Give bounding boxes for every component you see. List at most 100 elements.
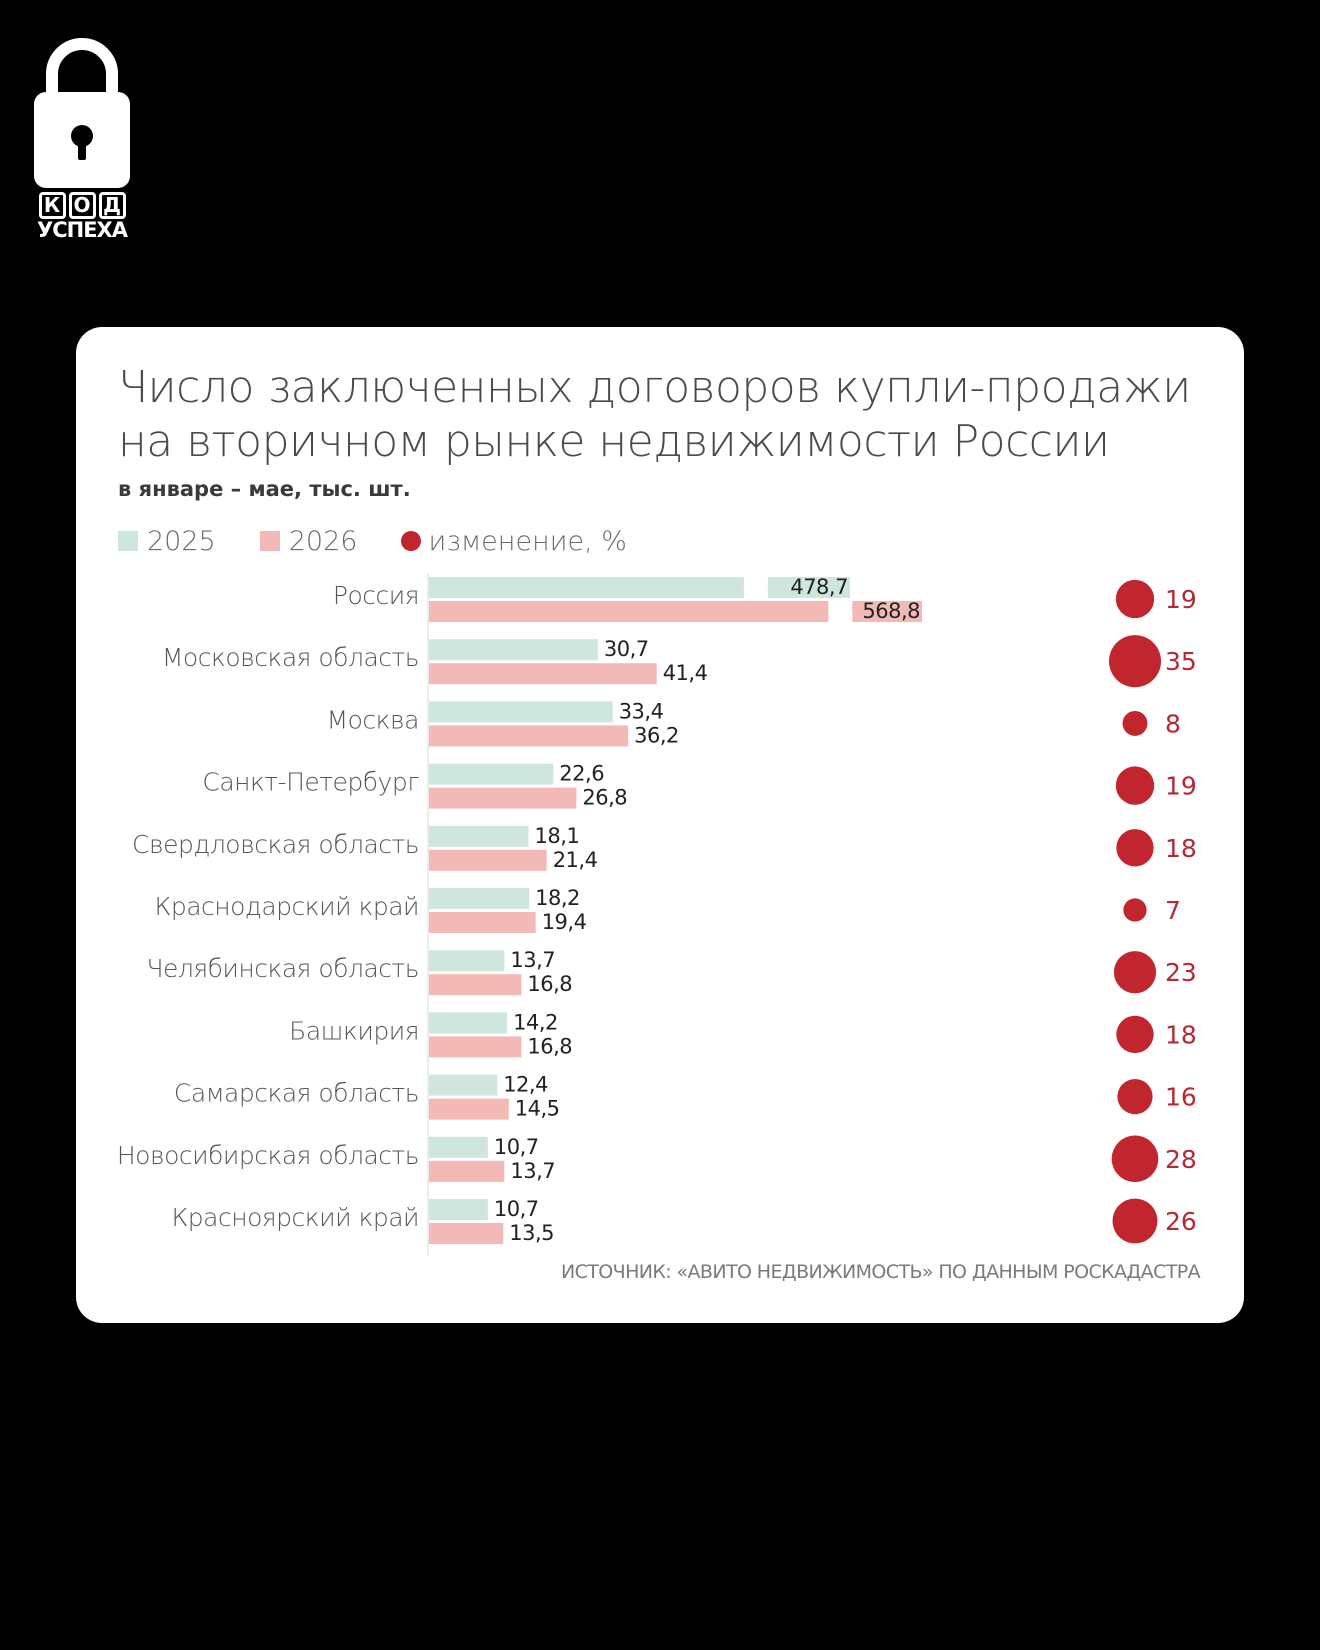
logo-uspeha: УСПЕХА <box>37 218 128 242</box>
bar-2026 <box>429 974 522 996</box>
change-label: 8 <box>1165 709 1181 738</box>
bar-2025 <box>429 1074 498 1096</box>
value-label-2025: 10,7 <box>494 1135 539 1159</box>
change-bubble <box>1116 1015 1154 1054</box>
change-bubble <box>1108 635 1162 688</box>
lock-icon <box>34 38 130 188</box>
legend-item-2026: 2026 <box>259 525 358 557</box>
value-label-2025: 18,1 <box>535 824 580 848</box>
bar-2026-after-break <box>852 601 923 622</box>
value-label-2026: 13,5 <box>509 1221 554 1245</box>
category-label: Свердловская область <box>132 830 419 859</box>
legend-label-2026: 2026 <box>288 525 358 557</box>
bar-2025-after-break <box>767 577 850 598</box>
change-label: 18 <box>1165 1020 1197 1049</box>
bar-2026 <box>429 1160 505 1182</box>
legend-swatch-2026 <box>259 531 280 551</box>
chart-subtitle: в январе – мае, тыс. шт. <box>118 477 411 501</box>
bar-2026 <box>429 1098 509 1120</box>
category-label: Краснодарский край <box>154 892 419 921</box>
change-bubble <box>1116 829 1154 867</box>
change-bubble <box>1115 579 1155 619</box>
bar-2026 <box>429 601 829 622</box>
change-label: 19 <box>1165 585 1197 614</box>
bar-2026 <box>429 663 657 685</box>
value-label-2026: 41,4 <box>663 661 708 685</box>
value-label-2026: 16,8 <box>527 972 572 996</box>
bar-2025 <box>429 888 530 909</box>
legend-item-2025: 2025 <box>118 526 216 557</box>
category-label: Новосибирская область <box>117 1141 419 1170</box>
bar-2026 <box>429 1036 522 1058</box>
logo-letter-1: К <box>38 192 66 219</box>
change-bubble <box>1113 951 1157 994</box>
change-label: 7 <box>1165 896 1181 925</box>
legend-swatch-2025 <box>118 531 138 551</box>
value-label-2026: 13,7 <box>510 1159 555 1183</box>
chart-card: Число заключенных договоров купли-продаж… <box>76 327 1244 1323</box>
change-bubble <box>1115 766 1155 805</box>
category-label: Санкт-Петербург <box>202 768 419 797</box>
change-bubble <box>1123 898 1147 922</box>
change-label: 28 <box>1165 1145 1197 1174</box>
value-label-2026: 21,4 <box>553 848 598 872</box>
chart-title-line1: Число заключенных договоров купли-продаж… <box>118 362 1191 413</box>
legend: 2025 2026 изменение, % <box>118 523 671 559</box>
bar-2026 <box>429 1223 504 1244</box>
value-label-2026: 16,8 <box>527 1034 572 1058</box>
logo-letter-3: Д <box>98 192 126 219</box>
bar-2025 <box>429 701 613 723</box>
bar-chart: Россия 478,7 568,8 19 Московская область 30,7… <box>117 573 1197 1256</box>
bar-2026 <box>429 725 629 747</box>
value-label-2026: 26,8 <box>582 786 627 810</box>
value-label-2025: 13,7 <box>510 948 555 972</box>
chart-title-line2: на вторичном рынке недвижимости России <box>118 416 1110 467</box>
value-label-2025: 12,4 <box>503 1073 548 1097</box>
legend-label-change: изменение, % <box>428 525 627 557</box>
change-label: 18 <box>1165 834 1197 863</box>
change-label: 26 <box>1165 1207 1197 1236</box>
change-label: 16 <box>1165 1083 1197 1112</box>
legend-item-change: изменение, % <box>401 526 627 557</box>
change-bubble <box>1117 1079 1153 1115</box>
category-label: Самарская область <box>174 1079 419 1108</box>
change-bubble <box>1122 710 1148 736</box>
bar-2025 <box>429 825 529 847</box>
category-label: Башкирия <box>289 1016 419 1045</box>
bar-2026 <box>429 787 577 809</box>
value-label-2026: 568,8 <box>862 599 920 623</box>
category-label: Россия <box>333 581 419 610</box>
bar-2025 <box>429 577 744 598</box>
change-label: 23 <box>1165 958 1197 987</box>
chart-title: Число заключенных договоров купли-продаж… <box>118 361 1198 469</box>
change-label: 19 <box>1165 772 1197 801</box>
bar-2026 <box>429 912 536 933</box>
value-label-2025: 30,7 <box>604 637 649 661</box>
change-bubble <box>1112 1198 1158 1244</box>
value-label-2025: 14,2 <box>513 1010 558 1034</box>
bar-2025 <box>429 639 598 661</box>
legend-swatch-change <box>401 531 422 551</box>
bar-2025 <box>429 1199 488 1220</box>
category-label: Москва <box>327 705 419 734</box>
bar-2025 <box>429 1136 488 1158</box>
category-label: Московская область <box>162 643 419 672</box>
bar-2025 <box>429 950 505 972</box>
bar-2025 <box>429 1012 508 1034</box>
value-label-2026: 19,4 <box>542 910 587 934</box>
category-label: Челябинская область <box>146 954 419 983</box>
legend-label-2025: 2025 <box>147 525 216 557</box>
value-label-2026: 14,5 <box>515 1097 560 1121</box>
change-bubble <box>1111 1135 1159 1183</box>
value-label-2026: 36,2 <box>634 723 679 747</box>
value-label-2025: 18,2 <box>535 886 580 910</box>
category-label: Красноярский край <box>171 1203 419 1232</box>
value-label-2025: 10,7 <box>494 1197 539 1221</box>
bar-2026 <box>429 849 547 871</box>
value-label-2025: 22,6 <box>559 762 604 786</box>
value-label-2025: 33,4 <box>619 699 664 723</box>
source-note: ИСТОЧНИК: «АВИТО НЕДВИЖИМОСТЬ» ПО ДАННЫМ… <box>561 1261 1201 1283</box>
